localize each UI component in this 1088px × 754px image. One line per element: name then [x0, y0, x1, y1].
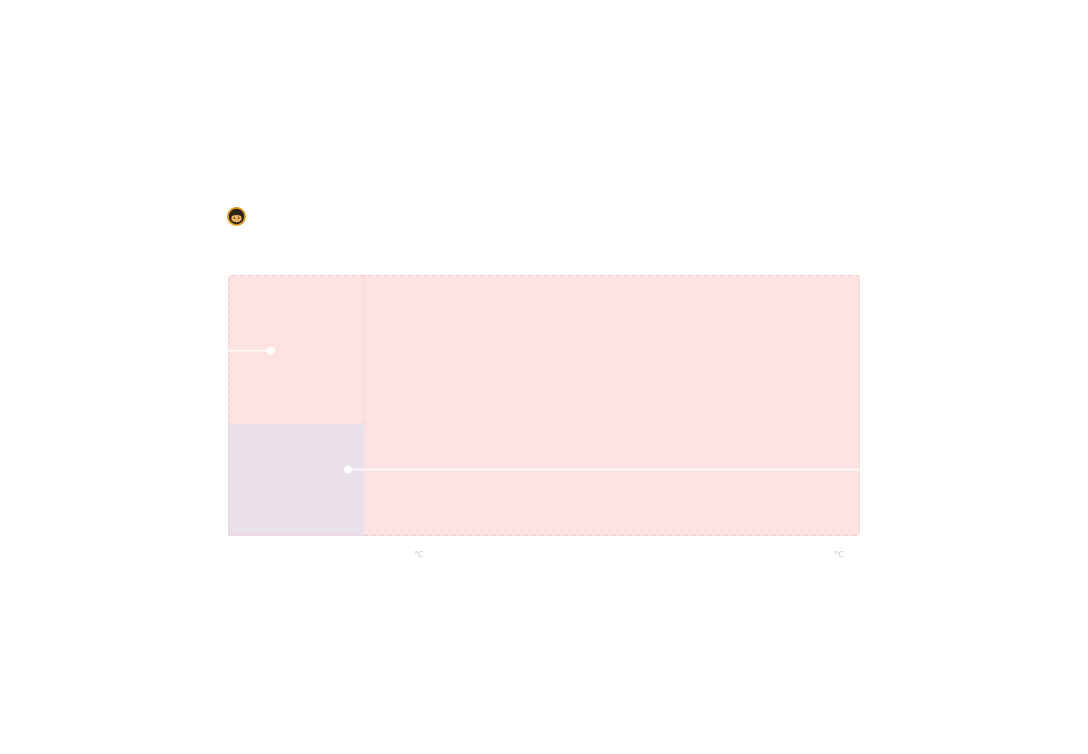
x-axis-unit-label: °C	[834, 550, 844, 559]
user-avatar-icon[interactable]	[227, 207, 246, 226]
zone-background	[228, 275, 860, 536]
plot-border	[228, 275, 860, 536]
x-axis-unit-label: °C	[414, 550, 424, 559]
data-point	[344, 465, 353, 474]
data-point	[266, 346, 275, 355]
zone-highlight	[228, 424, 364, 536]
